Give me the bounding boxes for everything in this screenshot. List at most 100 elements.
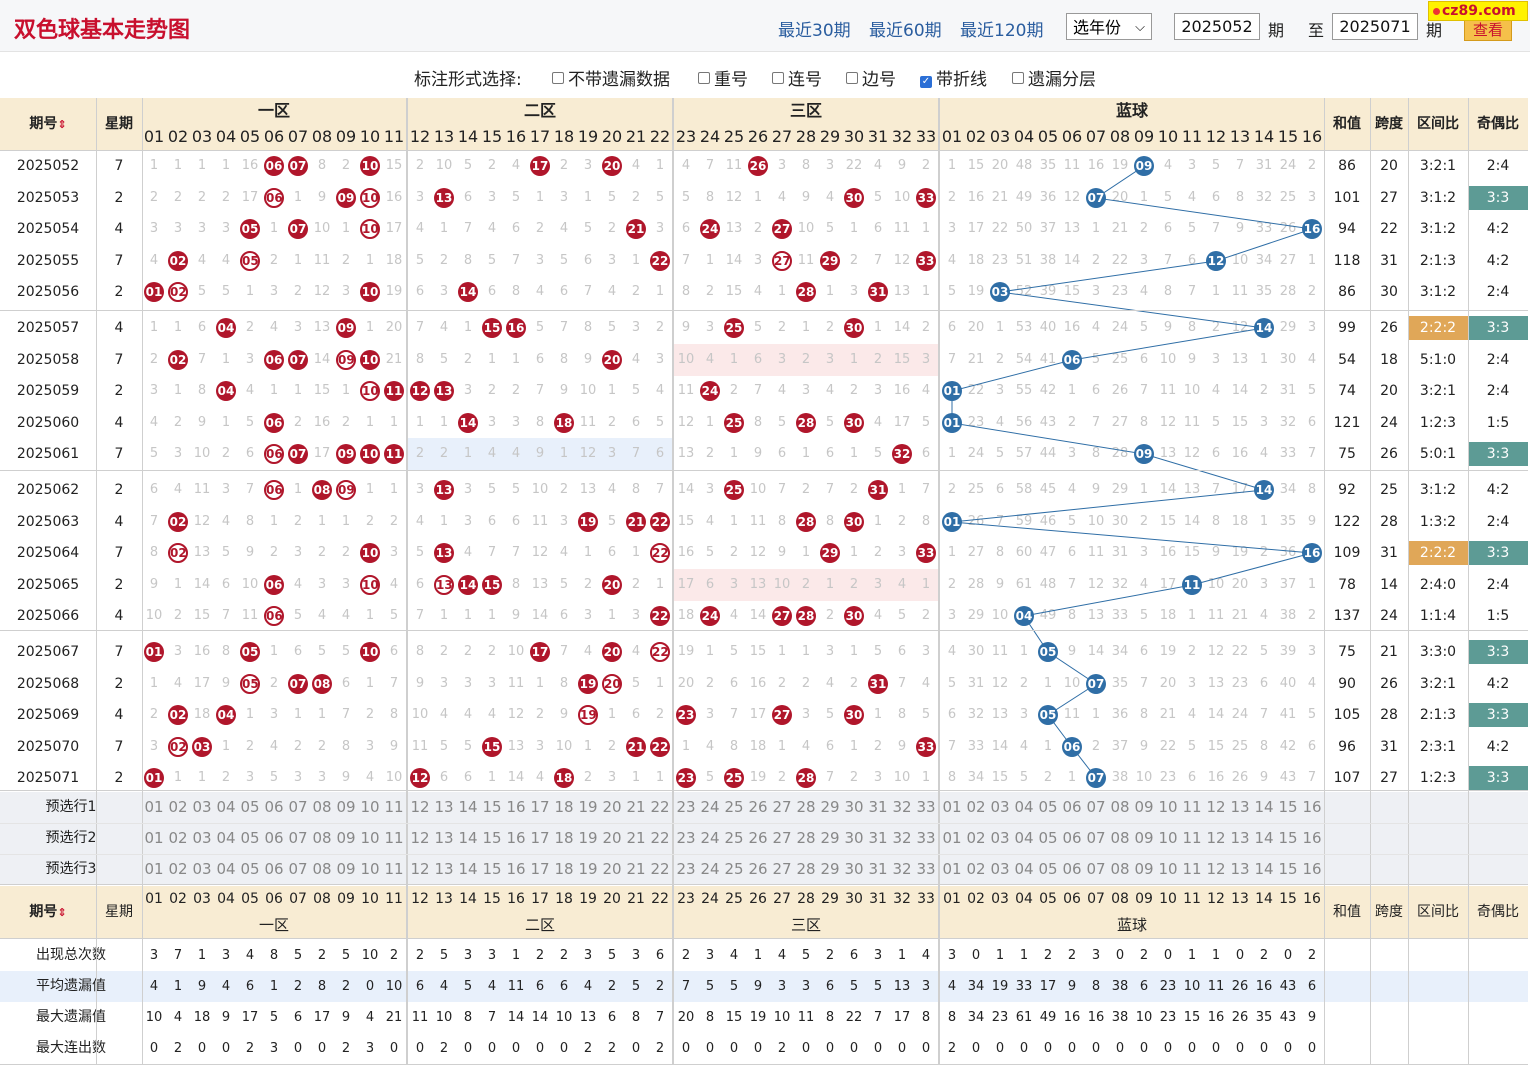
preselect-red-number[interactable]: 17: [528, 823, 552, 854]
preselect-red-number[interactable]: 04: [214, 854, 238, 885]
preselect-red-number[interactable]: 16: [504, 792, 528, 823]
preselect-blue-number[interactable]: 09: [1132, 792, 1156, 823]
preselect-red-number[interactable]: 09: [334, 854, 358, 885]
preselect-blue-number[interactable]: 02: [964, 792, 988, 823]
sort-icon[interactable]: ⇕: [57, 118, 67, 131]
preselect-red-number[interactable]: 13: [432, 823, 456, 854]
site-badge[interactable]: cz89.com: [1428, 1, 1528, 21]
preselect-red-number[interactable]: 02: [166, 823, 190, 854]
preselect-red-number[interactable]: 30: [842, 854, 866, 885]
preselect-blue-number[interactable]: 10: [1156, 823, 1180, 854]
preselect-red-number[interactable]: 07: [286, 792, 310, 823]
preselect-red-number[interactable]: 15: [480, 854, 504, 885]
preselect-red-number[interactable]: 19: [576, 792, 600, 823]
preselect-red-number[interactable]: 31: [866, 854, 890, 885]
preselect-blue-number[interactable]: 06: [1060, 823, 1084, 854]
preselect-blue-number[interactable]: 15: [1276, 823, 1300, 854]
preselect-red-number[interactable]: 15: [480, 792, 504, 823]
preselect-blue-number[interactable]: 12: [1204, 792, 1228, 823]
sort-icon[interactable]: ⇕: [57, 906, 67, 919]
preselect-red-number[interactable]: 19: [576, 823, 600, 854]
from-period-input[interactable]: 2025052: [1174, 13, 1260, 40]
preselect-red-number[interactable]: 26: [746, 823, 770, 854]
preselect-red-number[interactable]: 32: [890, 854, 914, 885]
preselect-red-number[interactable]: 06: [262, 792, 286, 823]
preselect-blue-number[interactable]: 05: [1036, 792, 1060, 823]
preselect-red-number[interactable]: 31: [866, 792, 890, 823]
preselect-red-number[interactable]: 21: [624, 792, 648, 823]
preselect-red-number[interactable]: 06: [262, 823, 286, 854]
recent-30-link[interactable]: 最近30期: [778, 21, 851, 41]
preselect-red-number[interactable]: 14: [456, 823, 480, 854]
preselect-blue-number[interactable]: 07: [1084, 854, 1108, 885]
recent-120-link[interactable]: 最近120期: [960, 21, 1044, 41]
preselect-red-number[interactable]: 13: [432, 854, 456, 885]
preselect-blue-number[interactable]: 12: [1204, 823, 1228, 854]
preselect-red-number[interactable]: 09: [334, 792, 358, 823]
preselect-blue-number[interactable]: 02: [964, 823, 988, 854]
preselect-red-number[interactable]: 06: [262, 854, 286, 885]
preselect-red-number[interactable]: 22: [648, 823, 672, 854]
option-miss-layer[interactable]: 遗漏分层: [1012, 65, 1096, 90]
preselect-blue-number[interactable]: 12: [1204, 854, 1228, 885]
preselect-red-number[interactable]: 11: [382, 823, 406, 854]
preselect-red-number[interactable]: 21: [624, 854, 648, 885]
preselect-red-number[interactable]: 28: [794, 854, 818, 885]
preselect-blue-number[interactable]: 11: [1180, 792, 1204, 823]
preselect-red-number[interactable]: 05: [238, 854, 262, 885]
preselect-red-number[interactable]: 08: [310, 823, 334, 854]
preselect-red-number[interactable]: 30: [842, 792, 866, 823]
preselect-red-number[interactable]: 03: [190, 823, 214, 854]
year-select[interactable]: 选年份 ⌵: [1066, 13, 1152, 40]
preselect-red-number[interactable]: 03: [190, 854, 214, 885]
preselect-red-number[interactable]: 02: [166, 792, 190, 823]
preselect-blue-number[interactable]: 05: [1036, 823, 1060, 854]
preselect-blue-number[interactable]: 04: [1012, 792, 1036, 823]
checkbox-icon[interactable]: [772, 72, 784, 84]
preselect-red-number[interactable]: 22: [648, 854, 672, 885]
preselect-red-number[interactable]: 26: [746, 792, 770, 823]
preselect-blue-number[interactable]: 03: [988, 823, 1012, 854]
preselect-red-number[interactable]: 04: [214, 823, 238, 854]
preselect-blue-number[interactable]: 13: [1228, 854, 1252, 885]
preselect-blue-number[interactable]: 03: [988, 854, 1012, 885]
preselect-red-number[interactable]: 14: [456, 854, 480, 885]
preselect-blue-number[interactable]: 14: [1252, 854, 1276, 885]
preselect-red-number[interactable]: 02: [166, 854, 190, 885]
preselect-blue-number[interactable]: 08: [1108, 792, 1132, 823]
checkbox-icon[interactable]: [1012, 72, 1024, 84]
checkbox-icon[interactable]: [552, 72, 564, 84]
preselect-red-number[interactable]: 17: [528, 854, 552, 885]
preselect-blue-number[interactable]: 09: [1132, 823, 1156, 854]
preselect-blue-number[interactable]: 08: [1108, 854, 1132, 885]
preselect-red-number[interactable]: 33: [914, 823, 938, 854]
preselect-blue-number[interactable]: 04: [1012, 823, 1036, 854]
preselect-red-number[interactable]: 27: [770, 823, 794, 854]
preselect-red-number[interactable]: 22: [648, 792, 672, 823]
preselect-blue-number[interactable]: 06: [1060, 854, 1084, 885]
preselect-red-number[interactable]: 25: [722, 792, 746, 823]
preselect-red-number[interactable]: 04: [214, 792, 238, 823]
preselect-red-number[interactable]: 21: [624, 823, 648, 854]
preselect-red-number[interactable]: 32: [890, 823, 914, 854]
preselect-red-number[interactable]: 09: [334, 823, 358, 854]
preselect-red-number[interactable]: 08: [310, 854, 334, 885]
preselect-red-number[interactable]: 24: [698, 823, 722, 854]
preselect-red-number[interactable]: 23: [674, 854, 698, 885]
preselect-red-number[interactable]: 15: [480, 823, 504, 854]
preselect-red-number[interactable]: 05: [238, 792, 262, 823]
preselect-red-number[interactable]: 18: [552, 854, 576, 885]
preselect-blue-number[interactable]: 08: [1108, 823, 1132, 854]
preselect-blue-number[interactable]: 13: [1228, 792, 1252, 823]
preselect-blue-number[interactable]: 01: [940, 823, 964, 854]
preselect-blue-number[interactable]: 10: [1156, 854, 1180, 885]
preselect-red-number[interactable]: 12: [408, 854, 432, 885]
preselect-blue-number[interactable]: 15: [1276, 854, 1300, 885]
checkbox-checked-icon[interactable]: ✓: [920, 76, 932, 88]
preselect-red-number[interactable]: 14: [456, 792, 480, 823]
preselect-red-number[interactable]: 23: [674, 823, 698, 854]
option-repeat[interactable]: 重号: [698, 65, 748, 90]
preselect-red-number[interactable]: 23: [674, 792, 698, 823]
preselect-blue-number[interactable]: 03: [988, 792, 1012, 823]
preselect-blue-number[interactable]: 11: [1180, 854, 1204, 885]
